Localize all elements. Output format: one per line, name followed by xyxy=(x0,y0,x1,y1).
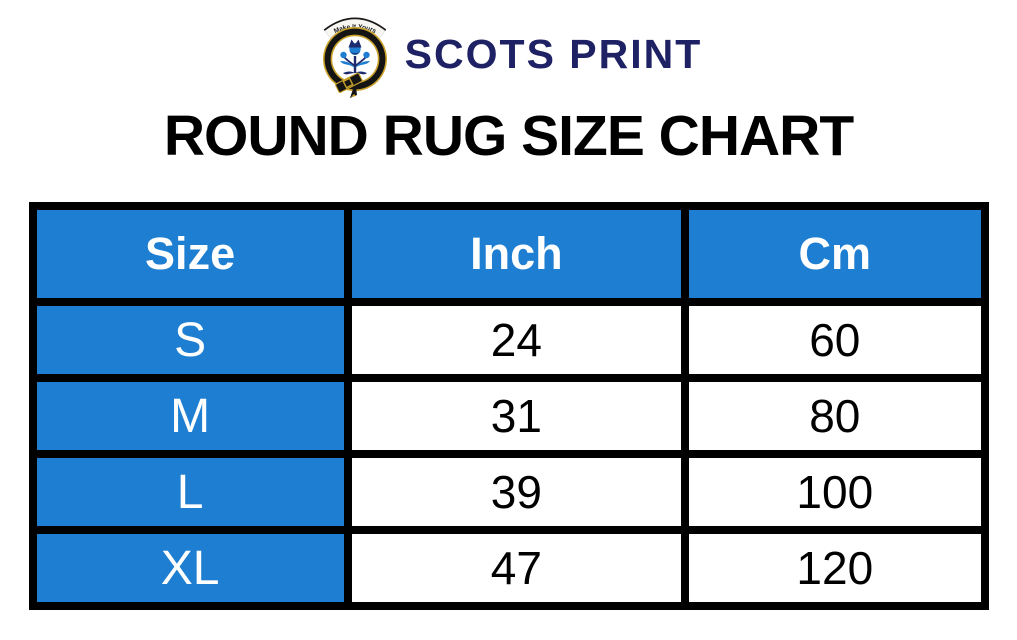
table-header-row: Size Inch Cm xyxy=(28,202,989,306)
scots-print-crest-icon: Make It Yours xyxy=(322,17,387,98)
brand-name: SCOTS PRINT xyxy=(404,30,703,77)
table-head: Size Inch Cm xyxy=(28,202,989,306)
table-row: M 31 80 xyxy=(28,374,989,458)
thistle-icon xyxy=(339,39,370,75)
value-cell: 80 xyxy=(681,374,989,458)
crest-banner-ribbon xyxy=(324,19,385,40)
size-cell: S xyxy=(28,298,352,382)
size-cell: XL xyxy=(28,526,352,610)
table-body: S 24 60 M 31 80 L 39 100 XL 47 120 xyxy=(28,298,989,610)
crest-buckle xyxy=(334,72,363,98)
value-cell: 31 xyxy=(343,374,690,458)
value-cell: 47 xyxy=(343,526,690,610)
column-header-size: Size xyxy=(28,202,352,306)
column-header-cm: Cm xyxy=(681,202,989,306)
table-row: XL 47 120 xyxy=(28,526,989,610)
page-title: ROUND RUG SIZE CHART xyxy=(163,104,854,168)
value-cell: 60 xyxy=(681,298,989,382)
brand-header: Make It Yours xyxy=(0,0,1017,98)
value-cell: 24 xyxy=(343,298,690,382)
column-header-inch: Inch xyxy=(343,202,690,306)
value-cell: 39 xyxy=(343,450,690,534)
value-cell: 100 xyxy=(681,450,989,534)
table-row: L 39 100 xyxy=(28,450,989,534)
size-cell: L xyxy=(28,450,352,534)
size-chart-table: Size Inch Cm S 24 60 M 31 80 L 39 100 XL 47 120 xyxy=(28,202,989,610)
table-row: S 24 60 xyxy=(28,298,989,382)
value-cell: 120 xyxy=(681,526,989,610)
size-cell: M xyxy=(28,374,352,458)
